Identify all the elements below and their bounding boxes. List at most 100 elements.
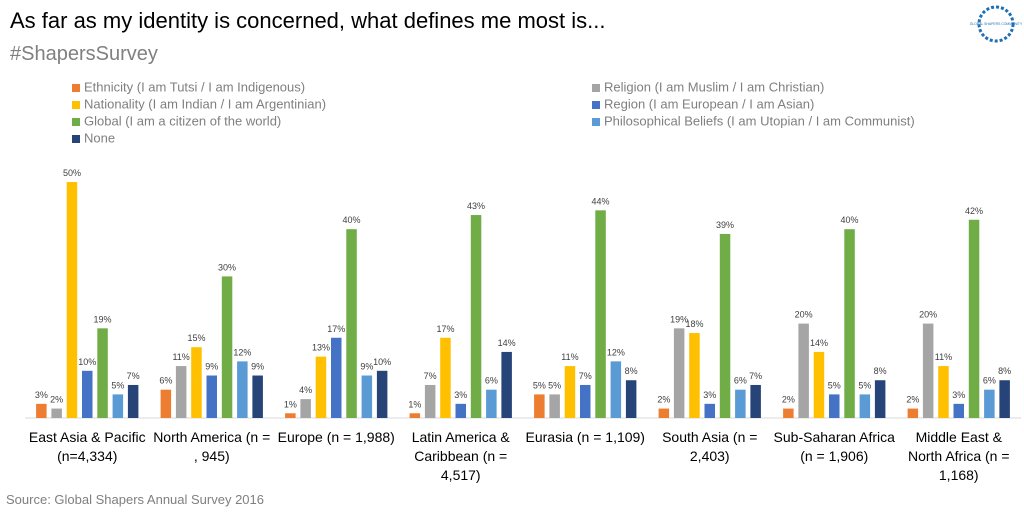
category-label: Europe (n = 1,988) (277, 429, 395, 445)
legend-label: Ethnicity (I am Tutsi / I am Indigenous) (84, 79, 305, 94)
value-label: 9% (251, 362, 264, 372)
bar (82, 370, 93, 418)
legend-label: Philosophical Beliefs (I am Utopian / I … (604, 113, 915, 128)
category-label: Middle East & North Africa (n = 1,168) (907, 429, 1010, 483)
value-label: 44% (592, 196, 610, 206)
bar (112, 394, 124, 418)
bar (625, 380, 637, 418)
bar (907, 408, 919, 418)
value-label: 10% (373, 357, 391, 367)
category-label: South Asia (n = 2,403) (662, 429, 758, 464)
bar (175, 366, 187, 418)
bar (361, 375, 373, 418)
bar (813, 351, 825, 418)
bar (783, 408, 794, 418)
bar (501, 351, 512, 418)
value-label: 12% (233, 347, 251, 357)
bar (440, 337, 451, 418)
value-label: 7% (424, 371, 437, 381)
value-label: 5% (111, 380, 124, 390)
bar (549, 394, 560, 418)
legend-swatch (72, 118, 80, 126)
legend-label: None (84, 130, 115, 145)
bar (51, 408, 62, 418)
bar (127, 384, 139, 418)
bar (704, 403, 715, 418)
legend-label: Religion (I am Muslim / I am Christian) (604, 79, 824, 94)
value-label: 7% (749, 371, 762, 381)
value-label: 6% (983, 376, 996, 386)
bar (331, 337, 342, 418)
bar (953, 403, 964, 418)
legend-label: Nationality (I am Indian / I am Argentin… (84, 96, 326, 111)
bar (658, 408, 670, 418)
bar (97, 328, 108, 418)
logo-ring (977, 5, 1015, 43)
bar (595, 210, 606, 418)
value-label: 8% (625, 366, 638, 376)
value-label: 12% (607, 347, 625, 357)
bar (486, 389, 497, 418)
bar (252, 375, 263, 418)
category-label: Sub-Saharan Africa (n = 1,906) (773, 429, 895, 464)
bar (689, 333, 700, 418)
bar (999, 380, 1010, 418)
value-label: 2% (50, 395, 63, 405)
value-label: 14% (498, 338, 516, 348)
value-label: 9% (205, 362, 218, 372)
value-label: 19% (94, 314, 112, 324)
category-label: East Asia & Pacific (n=4,334) (28, 429, 146, 464)
legend-swatch (72, 101, 80, 109)
value-label: 4% (299, 385, 312, 395)
value-label: 5% (548, 380, 561, 390)
bar (315, 356, 327, 418)
value-label: 19% (670, 314, 688, 324)
value-label: 40% (343, 215, 361, 225)
value-label: 7% (579, 371, 592, 381)
value-label: 14% (810, 338, 828, 348)
value-label: 3% (35, 390, 48, 400)
bar (984, 389, 995, 418)
bar (470, 215, 482, 418)
bar (564, 366, 576, 418)
value-label: 30% (218, 262, 236, 272)
legend-swatch (72, 135, 80, 143)
value-label: 1% (284, 399, 297, 409)
bar (160, 389, 172, 418)
bar (409, 413, 421, 418)
value-label: 8% (874, 366, 887, 376)
legend-swatch (592, 84, 600, 92)
value-label: 6% (159, 376, 172, 386)
value-label: 40% (841, 215, 859, 225)
legend-label: Global (I am a citizen of the world) (84, 113, 281, 128)
bar (922, 323, 934, 418)
value-label: 13% (312, 343, 330, 353)
value-label: 18% (685, 319, 703, 329)
bar (66, 182, 78, 418)
value-label: 3% (952, 390, 965, 400)
bar (346, 229, 357, 418)
bar (750, 384, 761, 418)
bar (968, 219, 980, 418)
category-label: Latin America & Caribbean (n = 4,517) (411, 429, 510, 483)
bar (580, 384, 591, 418)
value-label: 11% (172, 352, 189, 362)
value-label: 17% (327, 324, 345, 334)
bar (719, 233, 731, 418)
bar (206, 375, 217, 418)
value-label: 42% (965, 206, 983, 216)
value-label: 39% (716, 220, 734, 230)
chart-title: As far as my identity is concerned, what… (10, 8, 605, 33)
value-label: 5% (858, 380, 871, 390)
bar (221, 276, 233, 418)
value-label: 11% (561, 352, 578, 362)
value-label: 5% (533, 380, 546, 390)
category-label: Eurasia (n = 1,109) (525, 429, 645, 445)
bar (735, 389, 746, 418)
legend-swatch (592, 118, 600, 126)
value-label: 2% (782, 395, 795, 405)
legend-swatch (592, 101, 600, 109)
value-label: 2% (657, 395, 670, 405)
